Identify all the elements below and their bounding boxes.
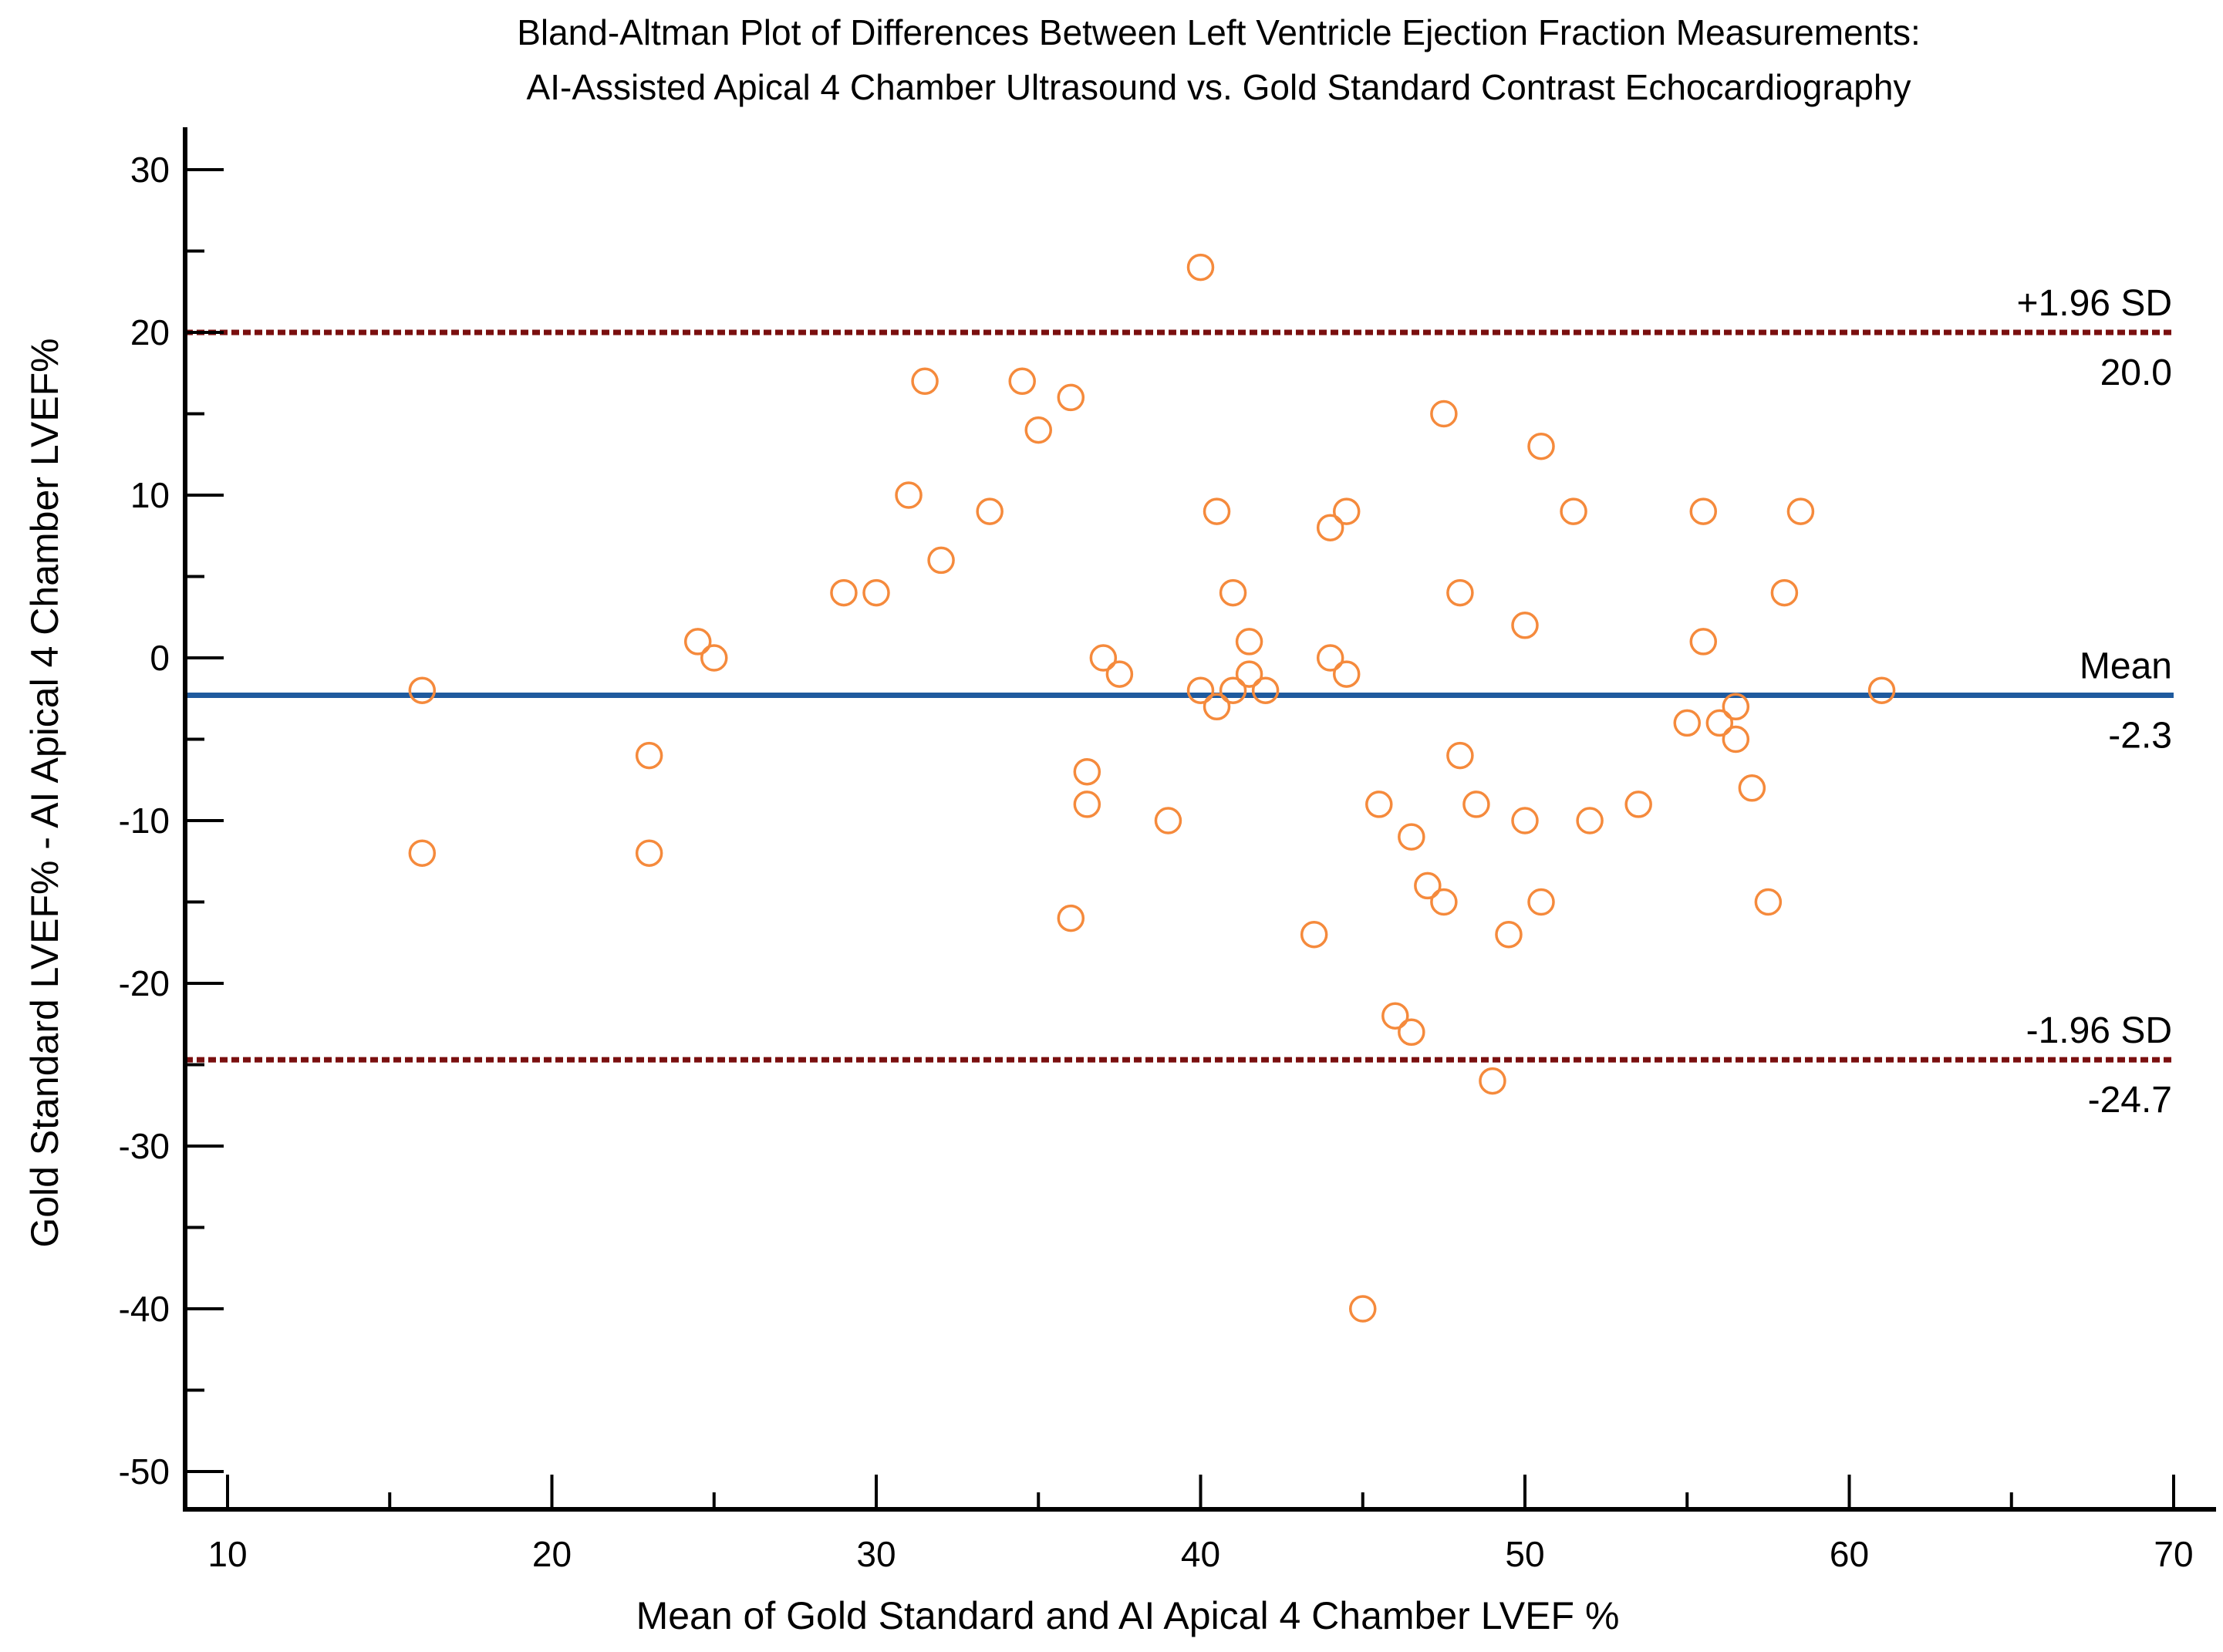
data-point <box>1316 644 1344 672</box>
lower-loa-label: -1.96 SD <box>2026 1010 2172 1051</box>
y-tick-label: -50 <box>119 1451 170 1492</box>
upper-loa-value-label: 20.0 <box>2100 352 2172 393</box>
data-point <box>1024 416 1052 444</box>
data-point <box>1527 888 1555 916</box>
data-point <box>1738 774 1766 802</box>
reference-lines: +1.96 SD 20.0 Mean -2.3 -1.96 SD -24.7 <box>185 283 2174 1121</box>
data-point <box>1349 1295 1377 1323</box>
y-tick-label: 30 <box>130 150 170 190</box>
mean-label: Mean <box>2080 646 2172 687</box>
data-point <box>1219 676 1247 704</box>
data-point <box>1089 644 1118 672</box>
data-point <box>1186 676 1215 704</box>
data-point <box>1398 1018 1425 1047</box>
data-point <box>408 839 437 867</box>
x-axis-title: Mean of Gold Standard and AI Apical 4 Ch… <box>636 1594 1620 1637</box>
data-point <box>1203 497 1231 525</box>
data-point <box>1154 807 1182 834</box>
x-tick-label: 20 <box>532 1534 572 1574</box>
data-point <box>1073 757 1101 786</box>
mean-value-label: -2.3 <box>2108 716 2172 757</box>
data-point <box>1235 628 1263 656</box>
data-point <box>1332 497 1361 525</box>
data-point <box>1495 920 1523 949</box>
data-point <box>1430 888 1458 916</box>
x-tick-label: 60 <box>1830 1534 1869 1574</box>
x-tick-label: 40 <box>1181 1534 1220 1574</box>
data-point <box>1332 660 1361 688</box>
data-point <box>1105 660 1134 688</box>
data-point <box>1446 578 1474 607</box>
chart-title-line-2: AI-Assisted Apical 4 Chamber Ultrasound … <box>527 67 1911 107</box>
data-point <box>1576 807 1604 834</box>
axes: 30 20 10 0 -10 -20 -30 -40 -50 10 20 30 40 50 60 70 <box>119 127 2216 1574</box>
data-point <box>1057 383 1085 412</box>
data-point <box>1786 497 1815 525</box>
data-point <box>895 481 923 509</box>
data-point <box>1673 709 1701 737</box>
data-point <box>830 578 858 607</box>
data-point <box>1300 920 1328 949</box>
data-point <box>976 497 1004 525</box>
chart-title-line-1: Bland-Altman Plot of Differences Between… <box>517 12 1921 52</box>
data-point <box>1398 823 1425 851</box>
data-point <box>1689 628 1718 656</box>
data-point <box>1754 888 1783 916</box>
data-point <box>1057 904 1085 932</box>
y-tick-label: 0 <box>150 638 170 678</box>
x-tick-label: 10 <box>207 1534 247 1574</box>
data-point <box>408 676 437 704</box>
data-point <box>1511 807 1539 834</box>
data-point <box>862 578 890 607</box>
data-point <box>1446 741 1474 770</box>
data-point <box>1235 660 1263 688</box>
data-point <box>1316 514 1344 541</box>
data-point <box>1365 791 1393 818</box>
data-point <box>1624 791 1652 818</box>
data-points <box>408 253 1896 1323</box>
data-point <box>1186 253 1215 282</box>
y-axis-title: Gold Standard LVEF% - AI Apical 4 Chambe… <box>23 338 66 1247</box>
data-point <box>1722 725 1750 754</box>
y-tick-label: -10 <box>119 801 170 841</box>
y-tick-label: -30 <box>119 1126 170 1166</box>
data-point <box>1527 432 1555 460</box>
data-point <box>927 546 955 575</box>
data-point <box>683 628 712 656</box>
data-point <box>1689 497 1718 525</box>
lower-loa-value-label: -24.7 <box>2088 1080 2172 1121</box>
data-point <box>1073 791 1101 818</box>
x-tick-label: 70 <box>2154 1534 2193 1574</box>
y-tick-label: 20 <box>130 312 170 352</box>
data-point <box>635 741 663 770</box>
y-tick-label: -40 <box>119 1289 170 1329</box>
upper-loa-label: +1.96 SD <box>2017 283 2172 324</box>
data-point <box>1511 612 1539 639</box>
x-tick-label: 30 <box>856 1534 896 1574</box>
data-point <box>1722 693 1750 721</box>
data-point <box>1430 400 1458 428</box>
data-point <box>911 367 939 396</box>
data-point <box>1462 791 1490 818</box>
data-point <box>635 839 663 867</box>
data-point <box>1770 578 1799 607</box>
data-point <box>1219 578 1247 607</box>
y-tick-label: 10 <box>130 475 170 515</box>
data-point <box>1008 367 1036 396</box>
y-tick-label: -20 <box>119 963 170 1003</box>
data-point <box>1381 1002 1409 1030</box>
data-point <box>700 644 728 672</box>
data-point <box>1203 693 1231 721</box>
data-point <box>1251 676 1280 704</box>
data-point <box>1705 709 1734 737</box>
data-point <box>1414 872 1442 900</box>
data-point <box>1560 497 1587 525</box>
data-point <box>1479 1067 1506 1095</box>
x-tick-label: 50 <box>1505 1534 1544 1574</box>
data-point <box>1867 676 1896 704</box>
